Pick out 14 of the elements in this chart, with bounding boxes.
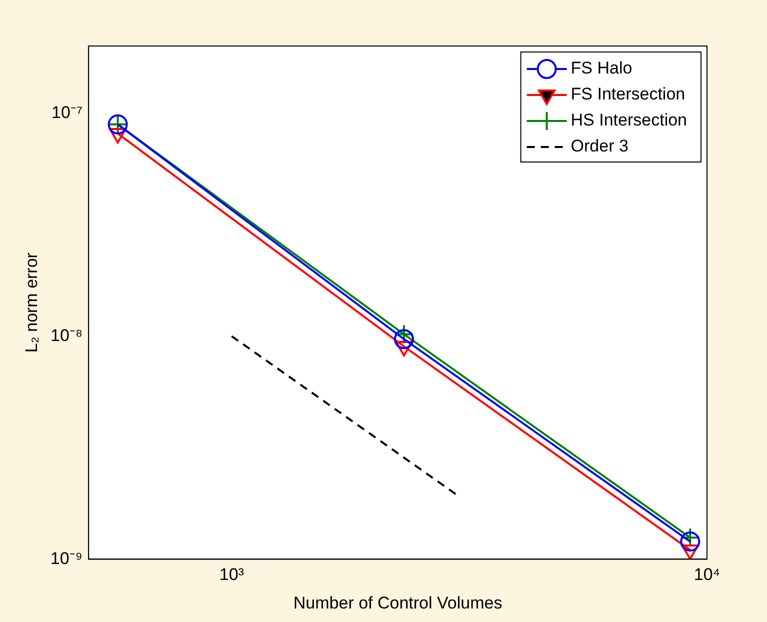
point <box>681 544 699 560</box>
x-tick-label: 10³ <box>219 565 244 584</box>
point <box>394 329 414 350</box>
y-axis-title: L₂ norm error <box>22 252 41 353</box>
legend-label: Order 3 <box>570 136 628 156</box>
y-tick-label: 10⁻⁷ <box>52 102 83 122</box>
legend-label: HS Intersection <box>570 110 688 130</box>
y-tick-label: 10⁻⁸ <box>50 326 83 345</box>
x-tick-label: 10⁴ <box>694 565 720 584</box>
x-axis-title: Number of Control Volumes <box>293 593 502 612</box>
point <box>680 532 700 552</box>
y-tick-label: 10⁻⁹ <box>50 548 83 568</box>
legend-label: FS Intersection <box>570 84 686 104</box>
legend-label: FS Halo <box>570 58 632 78</box>
